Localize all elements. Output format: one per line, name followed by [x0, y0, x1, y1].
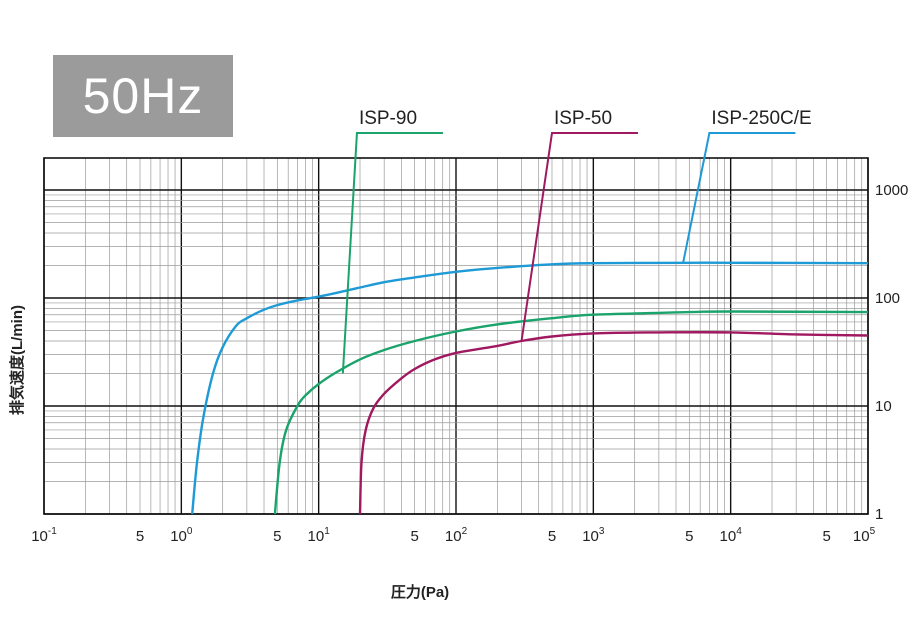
series-leader-isp-50	[520, 132, 638, 342]
x-tick-label: 100	[170, 526, 193, 545]
x-tick-label: 10-1	[31, 526, 57, 545]
series-label-isp-90: ISP-90	[359, 108, 417, 129]
plot-frame	[43, 157, 869, 515]
x-tick-exponent: 4	[736, 526, 742, 537]
series-layer: ISP-250C/E ISP-90 ISP-50	[191, 108, 869, 515]
series-line-isp-90	[273, 310, 869, 515]
y-tick-label: 1000	[875, 182, 908, 199]
x-tick-exponent: 5	[870, 526, 876, 537]
x-tick-exponent: 3	[599, 526, 605, 537]
series-label-isp-50: ISP-50	[554, 108, 612, 129]
x-tick-label: 5	[410, 528, 418, 545]
x-tick-label: 5	[136, 528, 144, 545]
x-tick-exponent: -1	[48, 526, 57, 537]
x-tick-label: 104	[720, 526, 743, 545]
grid	[43, 157, 869, 515]
x-axis-title: 圧力(Pa)	[391, 583, 449, 601]
y-tick-label: 10	[875, 398, 892, 415]
series-leader-isp-250c-e	[682, 132, 796, 264]
x-tick-label: 103	[582, 526, 605, 545]
frequency-badge: 50Hz	[53, 55, 233, 137]
series-line-isp-50	[358, 331, 869, 515]
x-tick-exponent: 1	[324, 526, 330, 537]
y-axis-title: 排気速度(L/min)	[8, 305, 26, 415]
x-tick-label: 5	[685, 528, 693, 545]
series-line-isp-250c-e	[191, 261, 869, 515]
series-leader-isp-90	[341, 132, 443, 374]
series-label-isp-250c-e: ISP-250C/E	[711, 108, 811, 129]
x-tick-exponent: 0	[187, 526, 193, 537]
x-tick-label: 101	[308, 526, 331, 545]
x-tick-exponent: 2	[462, 526, 468, 537]
x-tick-label: 5	[273, 528, 281, 545]
y-tick-label: 100	[875, 290, 900, 307]
x-tick-label: 102	[445, 526, 468, 545]
x-tick-label: 5	[822, 528, 830, 545]
y-tick-label: 1	[875, 506, 883, 523]
x-tick-label: 5	[548, 528, 556, 545]
x-tick-label: 105	[853, 526, 876, 545]
